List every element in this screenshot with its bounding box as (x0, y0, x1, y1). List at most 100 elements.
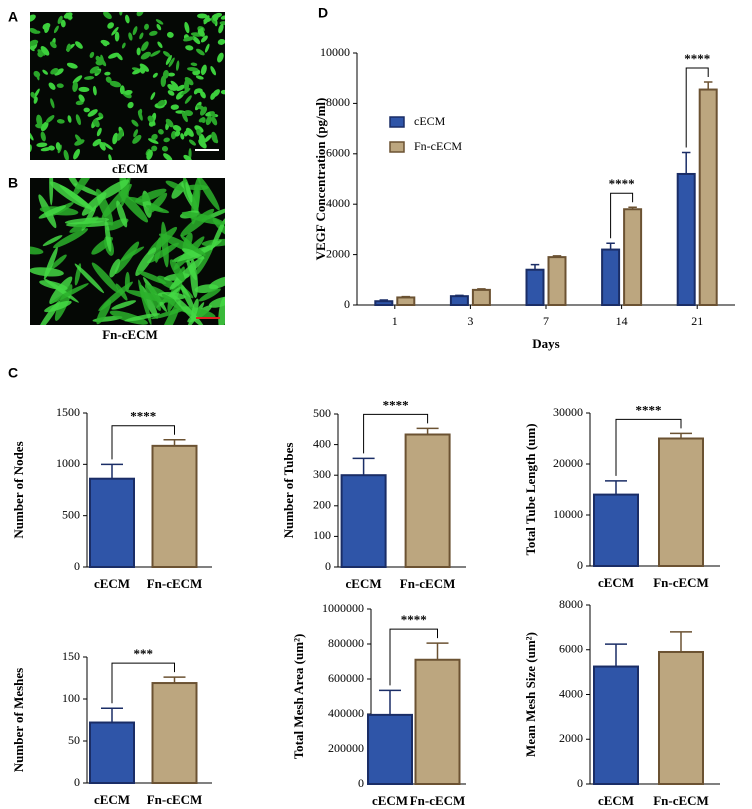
cell (192, 36, 201, 45)
panel-label: D (318, 5, 328, 21)
cell (35, 71, 40, 81)
cell (105, 76, 112, 83)
cell (158, 129, 164, 135)
cell (139, 32, 144, 40)
cell (148, 120, 155, 127)
cell (132, 134, 142, 144)
bar (151, 444, 198, 568)
legend-swatch (389, 116, 405, 128)
cell (72, 81, 79, 92)
cell (185, 45, 194, 51)
y-tick-label: 50 (68, 733, 80, 747)
cell (151, 145, 158, 152)
cell (92, 138, 102, 147)
cell (30, 130, 34, 141)
error-bar (605, 643, 627, 667)
cell (127, 101, 134, 109)
cell (112, 132, 119, 145)
bar (547, 256, 567, 306)
cell (133, 129, 139, 138)
cell (220, 89, 225, 95)
cell (195, 88, 203, 93)
error-bar (681, 151, 691, 174)
y-tick-label: 1500 (56, 405, 80, 419)
cell (140, 51, 151, 60)
cell (36, 142, 48, 148)
cell (200, 35, 208, 43)
cell (150, 92, 156, 100)
y-tick-label: 300 (313, 467, 331, 481)
bar (404, 433, 451, 569)
bar (593, 665, 639, 785)
cells (30, 12, 225, 160)
cell (183, 36, 195, 42)
cell (132, 69, 142, 75)
y-tick-label: 500 (62, 507, 80, 521)
cell (50, 283, 89, 304)
y-tick-label: 6000 (326, 146, 350, 160)
cell (40, 121, 49, 132)
cell (220, 15, 225, 20)
y-tick-label: 100 (62, 691, 80, 705)
cell (49, 254, 67, 270)
cell (201, 117, 206, 124)
cell (135, 188, 167, 203)
x-tick-label: 3 (467, 314, 473, 328)
cell (72, 75, 83, 84)
bar (151, 682, 198, 784)
cell (104, 142, 113, 150)
cell (57, 15, 63, 24)
cell (111, 300, 137, 310)
error-bar (163, 438, 186, 446)
x-tick-label: 7 (543, 314, 549, 328)
cell (56, 119, 65, 124)
cell (48, 82, 56, 90)
cell (139, 66, 146, 74)
panel-label: A (8, 9, 18, 25)
cell (119, 12, 123, 16)
y-tick-label: 0 (74, 559, 80, 573)
cell (186, 67, 199, 72)
cell (170, 80, 179, 89)
cell (167, 83, 177, 91)
cell (168, 57, 175, 68)
cell (116, 53, 123, 61)
cell (165, 55, 172, 65)
cell (42, 69, 49, 75)
bar (89, 477, 135, 568)
x-tick-label: 14 (616, 314, 628, 328)
cell (197, 13, 208, 19)
y-axis-label: Number of Nodes (11, 441, 26, 538)
bar (698, 88, 718, 307)
cell (204, 43, 210, 53)
error-bar (477, 288, 486, 290)
cell (155, 19, 164, 25)
cell (67, 115, 72, 123)
cell (33, 96, 38, 104)
cell (60, 19, 66, 28)
cell (148, 138, 159, 144)
cell (210, 92, 216, 100)
cell (100, 54, 104, 63)
error-bar (101, 463, 123, 479)
cell (210, 66, 217, 76)
cell (30, 144, 32, 153)
cell (45, 115, 55, 123)
cell (151, 133, 158, 141)
panel-label: C (8, 365, 18, 381)
cell (180, 283, 195, 312)
cell (198, 288, 221, 302)
x-tick-label: Fn-cECM (147, 576, 203, 591)
cell (144, 23, 149, 30)
y-tick-label: 600000 (328, 671, 364, 685)
significance-label: **** (609, 176, 635, 191)
y-tick-label: 0 (358, 776, 364, 790)
cell (54, 68, 64, 76)
cell (73, 148, 81, 160)
cell (181, 248, 205, 260)
cell (38, 205, 67, 219)
cell (181, 88, 191, 96)
cell (211, 131, 218, 143)
bar (340, 474, 387, 569)
cell (124, 313, 161, 322)
